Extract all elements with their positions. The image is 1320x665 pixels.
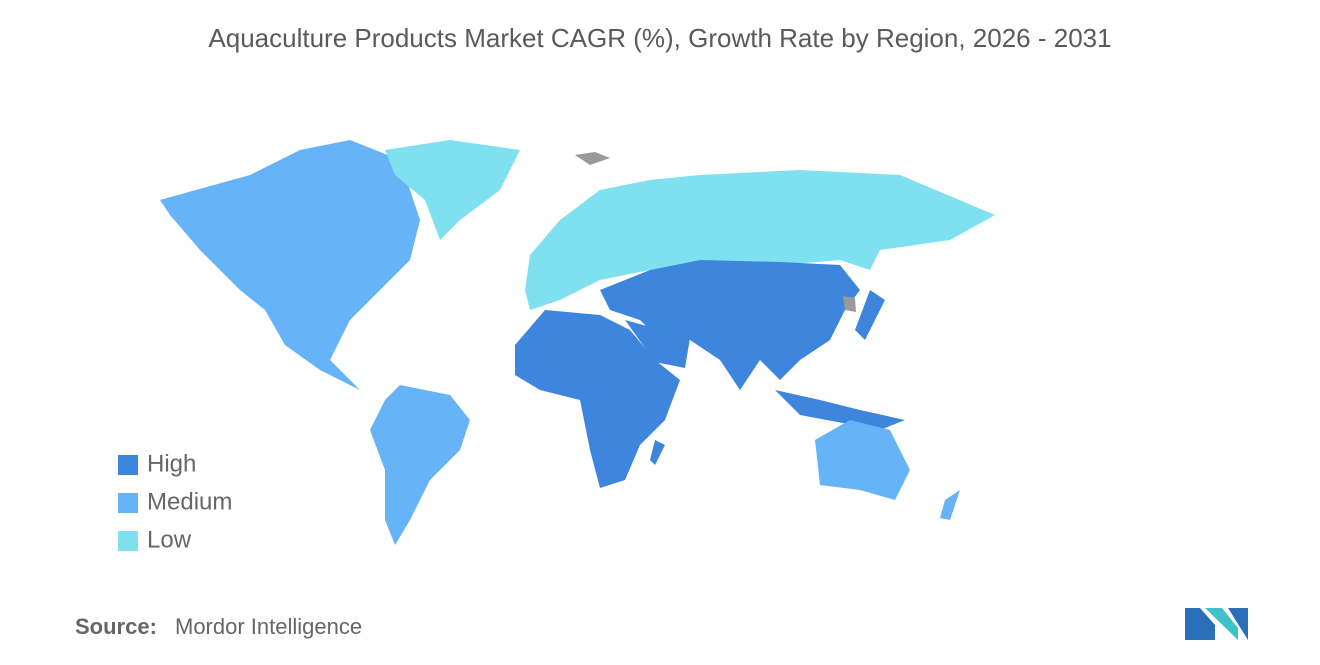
logo-shape <box>1205 608 1238 640</box>
arabia <box>625 320 690 368</box>
logo-shape <box>1228 608 1248 640</box>
legend-label: Medium <box>147 488 232 515</box>
logo <box>1185 608 1248 640</box>
legend: High Medium Low <box>118 450 232 553</box>
europe-russia <box>525 170 995 310</box>
africa <box>515 310 680 488</box>
svalbard <box>575 152 610 165</box>
japan <box>855 290 885 340</box>
new-zealand <box>940 490 960 520</box>
asia <box>600 260 860 390</box>
legend-label: Low <box>147 526 192 553</box>
logo-shape <box>1185 608 1215 640</box>
north-america <box>160 140 420 390</box>
legend-swatch <box>118 455 138 475</box>
legend-swatch <box>118 493 138 513</box>
australia <box>815 420 910 500</box>
southeast-asia-islands <box>775 390 905 430</box>
source-text: Mordor Intelligence <box>175 614 362 639</box>
legend-swatch <box>118 531 138 551</box>
korea <box>843 296 856 312</box>
world-map <box>160 140 995 545</box>
south-america <box>370 385 470 545</box>
chart-title: Aquaculture Products Market CAGR (%), Gr… <box>208 23 1111 53</box>
source-label: Source: <box>75 614 157 639</box>
legend-label: High <box>147 450 196 477</box>
greenland <box>385 140 520 240</box>
madagascar <box>650 440 665 465</box>
